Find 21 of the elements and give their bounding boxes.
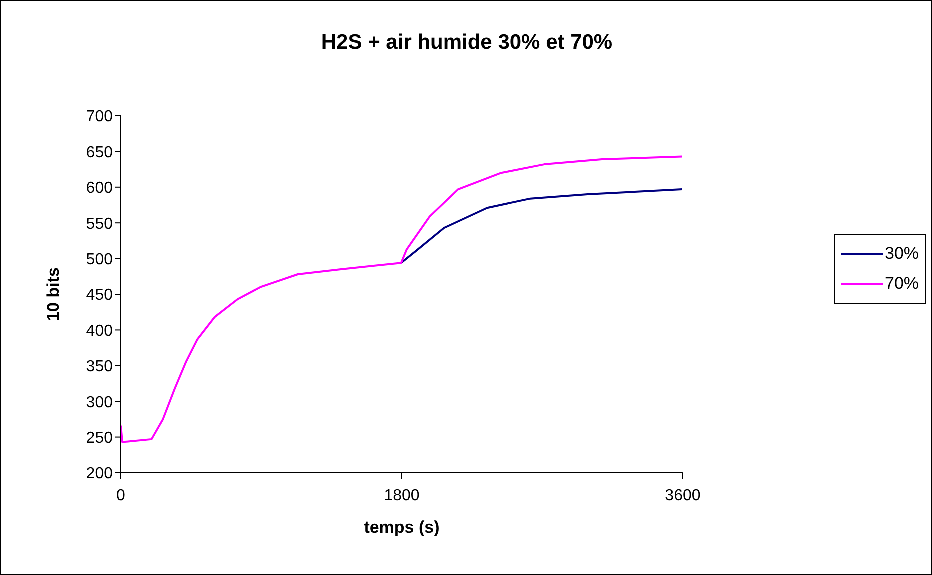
line-series bbox=[400, 188, 683, 264]
y-tick-label: 200 bbox=[86, 466, 114, 483]
y-tick-label: 650 bbox=[86, 144, 114, 162]
y-tick-label: 700 bbox=[86, 108, 114, 126]
x-tick-label: 3600 bbox=[665, 487, 701, 504]
legend-label: 70% bbox=[885, 273, 920, 295]
chart-title: H2S + air humide 30% et 70% bbox=[320, 31, 614, 55]
x-tick-label: 1800 bbox=[384, 487, 420, 504]
y-tick-label: 400 bbox=[86, 322, 114, 340]
y-axis-title: 10 bits bbox=[44, 268, 64, 322]
y-tick-label: 250 bbox=[86, 430, 114, 447]
legend-label: 30% bbox=[885, 243, 920, 265]
y-tick-label: 600 bbox=[86, 180, 114, 198]
y-tick-label: 350 bbox=[86, 358, 114, 376]
y-tick-label: 550 bbox=[86, 216, 114, 233]
line-series bbox=[121, 156, 683, 444]
x-axis-title: temps (s) bbox=[364, 518, 440, 537]
y-tick-label: 450 bbox=[86, 287, 114, 304]
y-tick-label: 500 bbox=[86, 251, 114, 268]
y-tick-label: 300 bbox=[86, 394, 114, 412]
x-tick-label: 0 bbox=[116, 487, 126, 504]
